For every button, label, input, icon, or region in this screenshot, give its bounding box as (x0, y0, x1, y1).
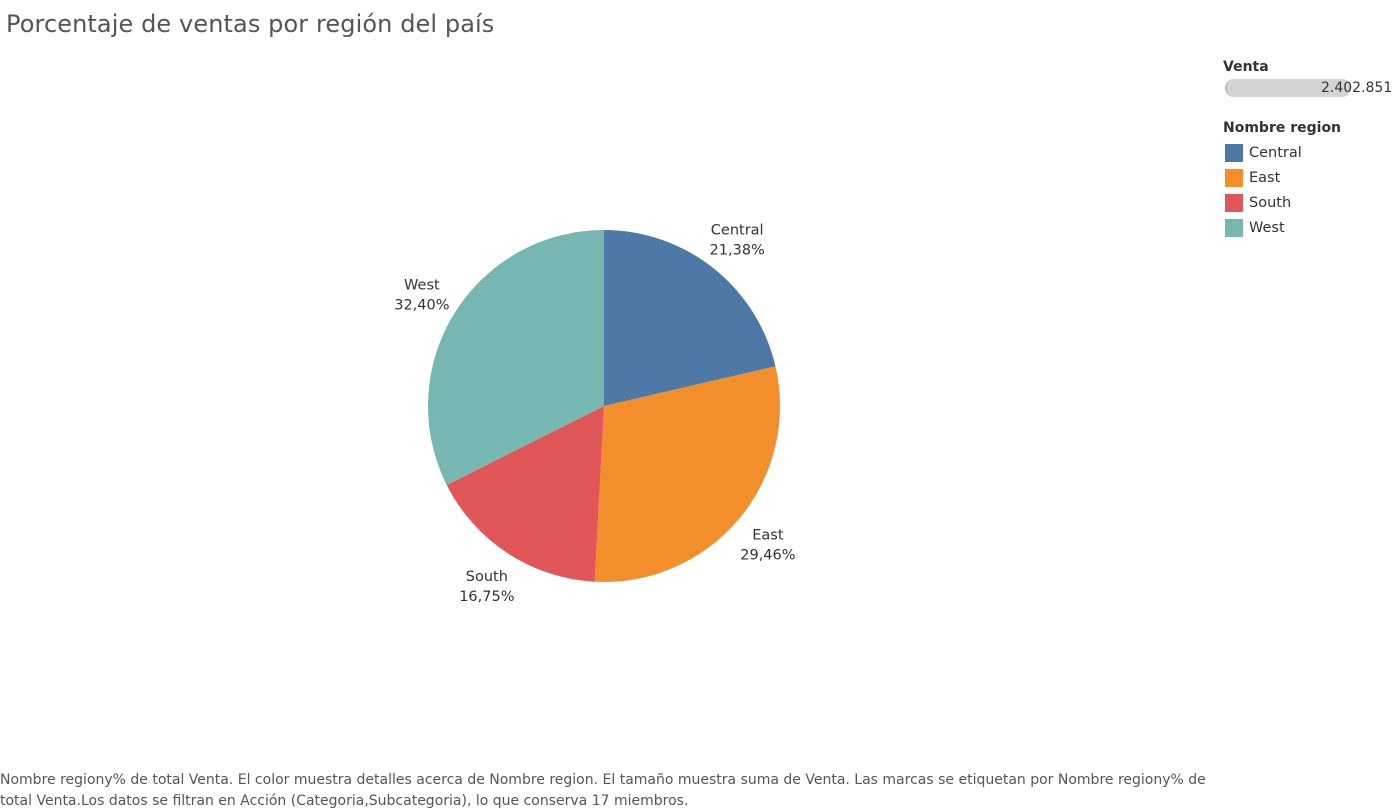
slice-label-west: West 32,40% (394, 278, 449, 314)
legend-label: South (1249, 194, 1292, 211)
slice-value-label: 16,75% (459, 589, 514, 605)
legend-swatch (1225, 168, 1243, 187)
chart-title: Porcentaje de ventas por región del país (6, 10, 495, 38)
slice-category-label: East (752, 528, 784, 544)
pie-slices (428, 230, 780, 582)
pie-chart: Central 21,38% East 29,46% South 16,75% West 32… (394, 222, 795, 605)
slice-category-label: South (466, 569, 508, 585)
size-legend-bar (1225, 79, 1351, 97)
legend-label: West (1249, 219, 1285, 236)
legend-item-south[interactable]: South (1225, 190, 1302, 215)
chart-caption: Nombre regiony% de total Venta. El color… (0, 772, 1206, 809)
legend-label: Central (1249, 144, 1302, 161)
color-legend: Central East South West (1225, 140, 1302, 240)
pie-slice-west[interactable] (428, 230, 604, 485)
size-legend-value: 2.402.851 (1321, 80, 1393, 96)
slice-category-label: Central (711, 222, 764, 238)
slice-label-central: Central 21,38% (710, 222, 765, 258)
size-legend: Venta 2.402.851 (1222, 58, 1396, 102)
legend-panel: Venta 2.402.851 Nombre region Central Ea… (1222, 58, 1396, 237)
pie-slice-east[interactable] (594, 366, 780, 582)
pie-labels: Central 21,38% East 29,46% South 16,75% West 32… (394, 222, 795, 605)
slice-value-label: 21,38% (710, 242, 765, 258)
size-legend-title: Venta (1223, 59, 1269, 75)
slice-label-south: South 16,75% (459, 569, 514, 605)
legend-label: East (1249, 169, 1281, 186)
legend-swatch (1225, 193, 1243, 212)
slice-value-label: 32,40% (394, 298, 449, 314)
pie-slice-south[interactable] (446, 406, 604, 582)
legend-swatch (1225, 218, 1243, 237)
legend-item-central[interactable]: Central (1225, 140, 1302, 165)
slice-value-label: 29,46% (740, 548, 795, 564)
legend-item-west[interactable]: West (1225, 215, 1302, 240)
slice-label-east: East 29,46% (740, 528, 795, 564)
pie-slice-central[interactable] (604, 230, 776, 406)
legend-item-east[interactable]: East (1225, 165, 1302, 190)
color-legend-title: Nombre region (1223, 120, 1342, 136)
legend-swatch (1225, 143, 1243, 162)
slice-category-label: West (404, 278, 440, 294)
